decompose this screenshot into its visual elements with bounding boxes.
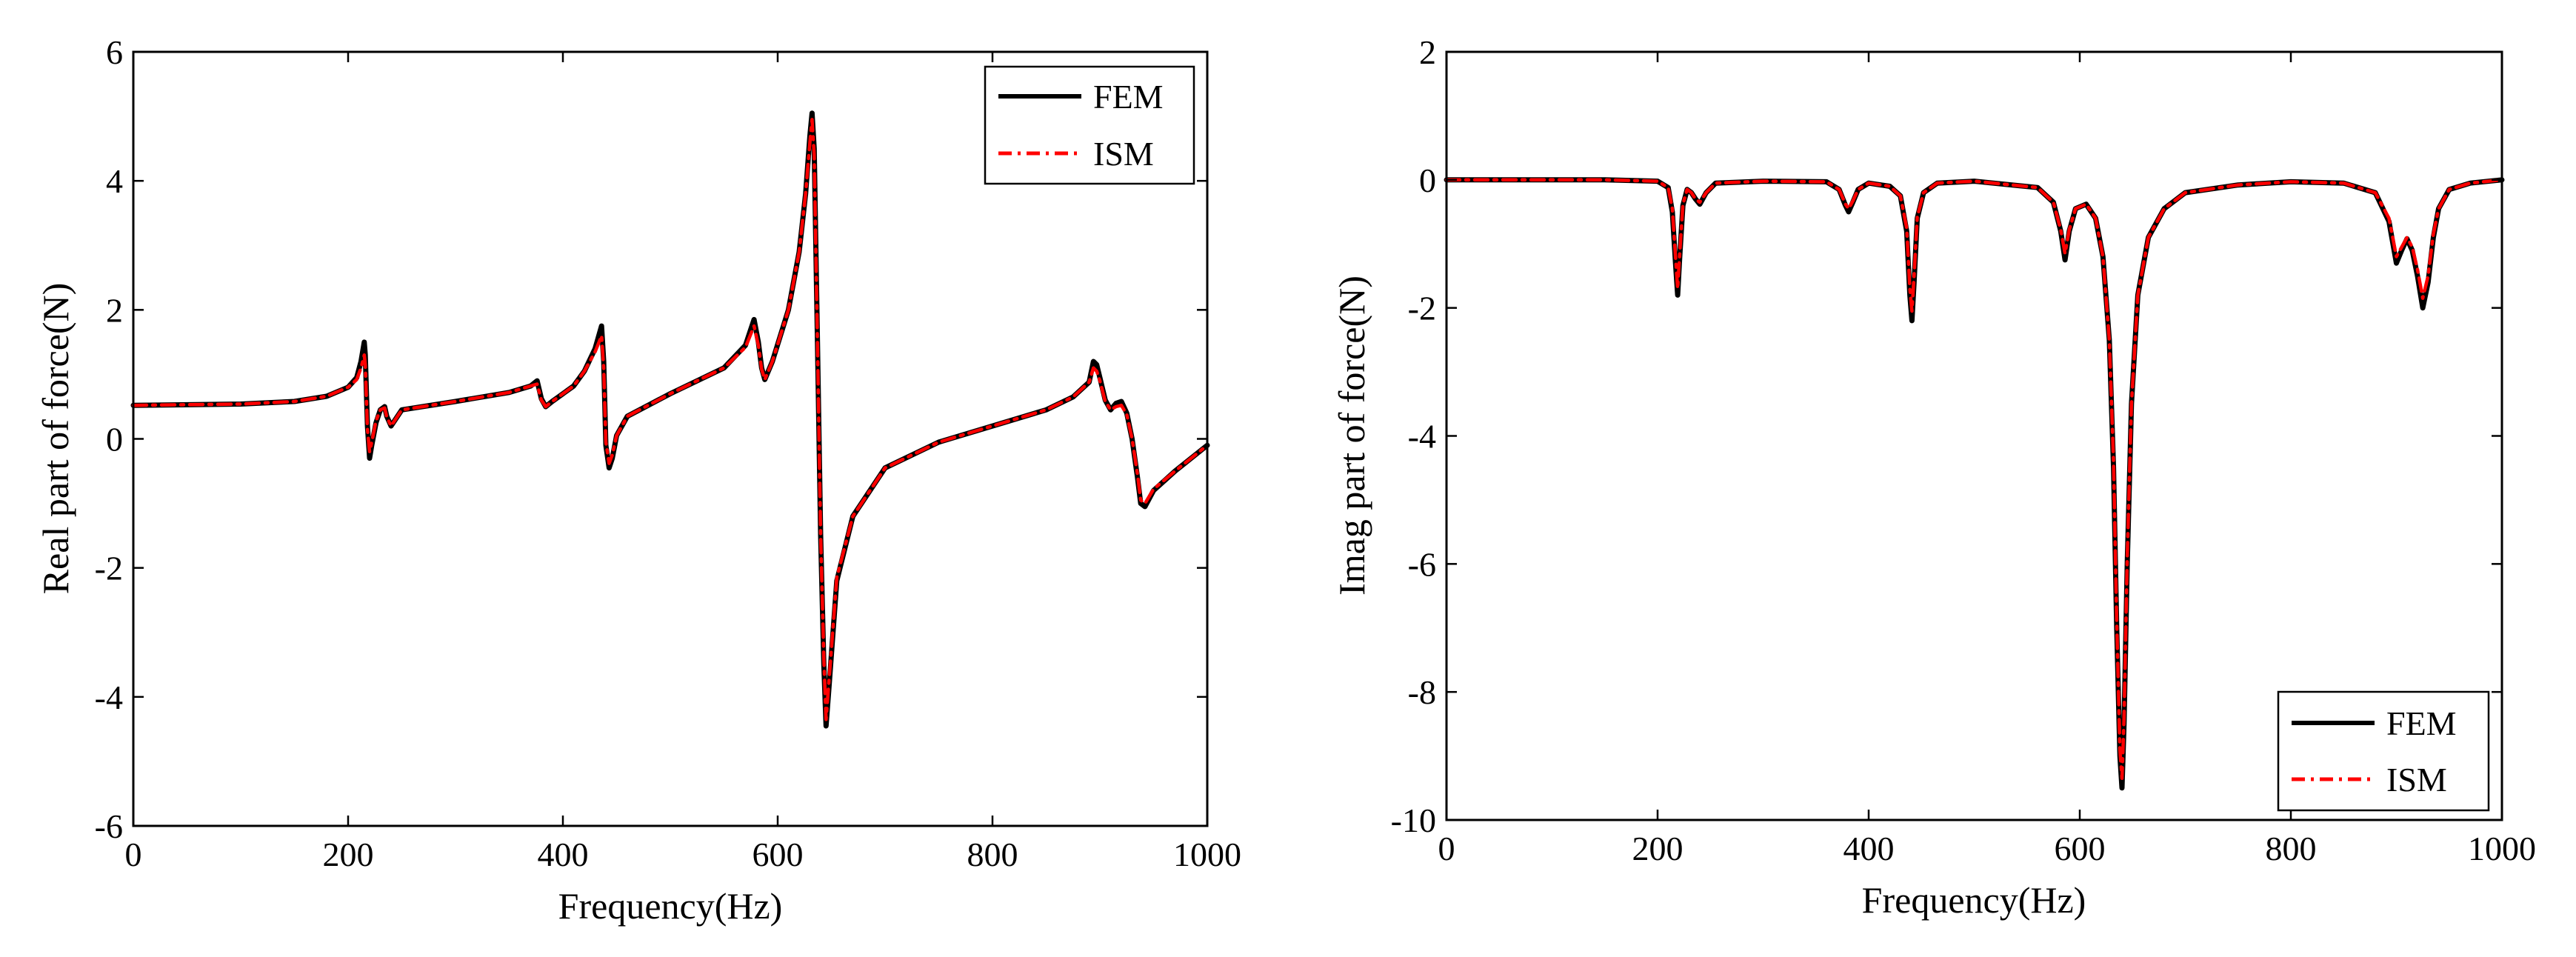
legend: FEM ISM bbox=[984, 65, 1195, 185]
y-tick-label: 2 bbox=[1419, 33, 1436, 71]
legend-label-ism: ISM bbox=[2386, 761, 2447, 798]
y-tick-label: 6 bbox=[106, 33, 123, 71]
series-line-fem bbox=[130, 110, 1210, 729]
y-tick-label: -2 bbox=[95, 550, 123, 587]
x-tick-label: 200 bbox=[323, 836, 374, 873]
x-tick-label: 800 bbox=[967, 836, 1018, 873]
y-tick-label: -6 bbox=[1408, 545, 1436, 583]
y-tick-label: -8 bbox=[1408, 673, 1436, 711]
x-tick-label: 1000 bbox=[1173, 836, 1241, 873]
x-axis-label: Frequency(Hz) bbox=[1862, 879, 2086, 921]
y-axis-label: Imag part of force(N) bbox=[1331, 276, 1372, 596]
x-tick-label: 800 bbox=[2266, 830, 2317, 867]
y-axis-label: Real part of force(N) bbox=[35, 283, 76, 595]
ticks-layer: 0 200 400 600 800 1000 -10 -8 -6 -4 -2 0 2 bbox=[1391, 33, 2536, 867]
x-axis-label: Frequency(Hz) bbox=[558, 885, 783, 927]
y-tick-label: -10 bbox=[1391, 801, 1436, 839]
y-tick-label: 0 bbox=[106, 421, 123, 459]
chart-imag-part: 0 200 400 600 800 1000 -10 -8 -6 -4 -2 0 2 Frequency… bbox=[1331, 33, 2536, 921]
x-tick-label: 600 bbox=[753, 836, 804, 873]
ticks-layer: 0 200 400 600 800 1000 -6 -4 -2 0 2 4 6 bbox=[95, 33, 1241, 873]
series-layer bbox=[1444, 177, 2505, 791]
y-tick-label: -4 bbox=[95, 678, 123, 716]
legend-box bbox=[984, 65, 1195, 185]
legend-label-fem: FEM bbox=[2386, 704, 2457, 742]
x-tick-label: 400 bbox=[538, 836, 589, 873]
x-tick-label: 200 bbox=[1632, 830, 1684, 867]
y-tick-label: 4 bbox=[106, 162, 123, 200]
x-tick-label: 0 bbox=[125, 836, 142, 873]
legend: FEM ISM bbox=[2277, 690, 2490, 812]
y-tick-label: 0 bbox=[1419, 161, 1436, 199]
legend-box bbox=[2277, 690, 2490, 812]
series-layer bbox=[130, 110, 1210, 729]
x-tick-label: 600 bbox=[2055, 830, 2106, 867]
legend-label-ism: ISM bbox=[1093, 135, 1154, 173]
y-tick-label: -6 bbox=[95, 807, 123, 845]
chart-real-part: 0 200 400 600 800 1000 -6 -4 -2 0 2 4 6 Frequency(Hz… bbox=[35, 33, 1241, 927]
series-line-ism bbox=[131, 118, 1209, 721]
y-tick-label: 2 bbox=[106, 291, 123, 329]
x-tick-label: 400 bbox=[1843, 830, 1895, 867]
legend-label-fem: FEM bbox=[1093, 78, 1164, 116]
x-tick-label: 0 bbox=[1438, 830, 1455, 867]
x-tick-label: 1000 bbox=[2468, 830, 2536, 867]
series-line-ism bbox=[1444, 178, 2504, 781]
y-tick-label: -4 bbox=[1408, 418, 1436, 456]
y-tick-label: -2 bbox=[1408, 290, 1436, 327]
